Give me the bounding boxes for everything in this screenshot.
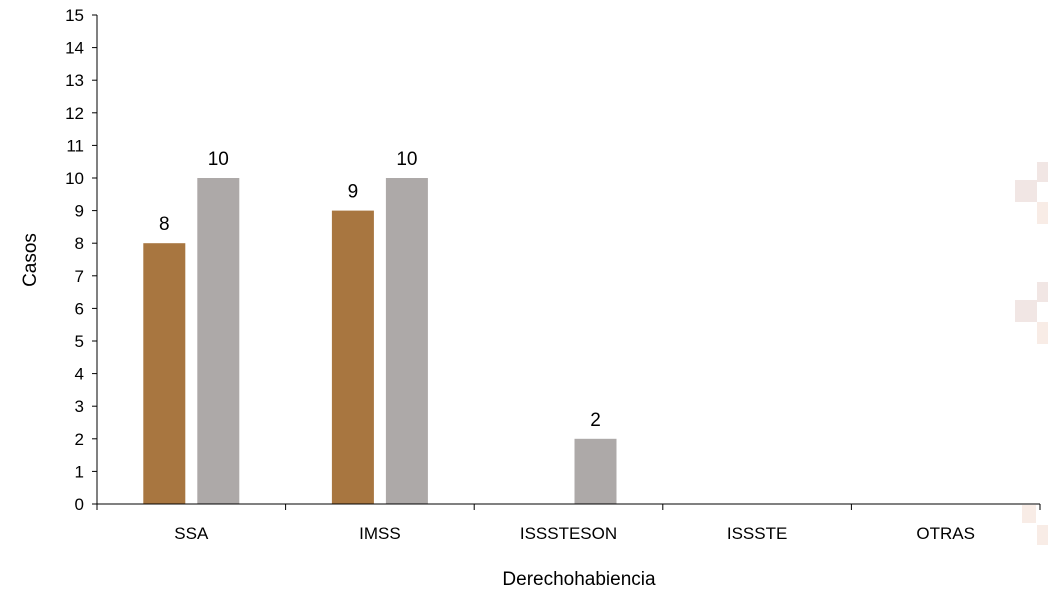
data-label: 8 xyxy=(159,214,170,235)
y-tick-label: 7 xyxy=(75,267,84,286)
y-axis-title: Casos xyxy=(20,233,41,287)
x-tick-label: IMSS xyxy=(359,524,401,543)
y-tick-label: 12 xyxy=(65,104,84,123)
x-axis: SSA IMSS ISSSTESON ISSSTE OTRAS xyxy=(96,503,1041,543)
watermark-square xyxy=(1037,202,1048,224)
y-tick-label: 10 xyxy=(65,169,84,188)
y-tick-label: 2 xyxy=(75,430,84,449)
watermark-square xyxy=(1037,322,1048,344)
bar xyxy=(574,438,617,504)
data-label: 10 xyxy=(396,149,417,170)
x-tick-label: ISSSTE xyxy=(727,524,787,543)
data-labels-group: 8 9 10 10 2 xyxy=(159,149,601,431)
bar xyxy=(197,178,240,504)
y-tick-label: 0 xyxy=(75,495,84,514)
watermark-square xyxy=(1015,180,1037,202)
y-tick-label: 14 xyxy=(65,39,84,58)
watermark-decoration xyxy=(1015,162,1048,545)
y-tick-label: 1 xyxy=(75,462,84,481)
data-label: 9 xyxy=(348,182,359,203)
watermark-square xyxy=(1022,505,1036,523)
y-tick-label: 8 xyxy=(75,234,84,253)
y-tick-label: 6 xyxy=(75,299,84,318)
x-axis-title: Derechohabiencia xyxy=(502,569,656,590)
bar xyxy=(331,210,374,504)
y-tick-label: 11 xyxy=(66,136,84,155)
x-tick-label: SSA xyxy=(174,524,209,543)
bar xyxy=(143,243,186,504)
bars-group xyxy=(143,178,617,504)
watermark-square xyxy=(1037,282,1048,302)
x-tick-label: ISSSTESON xyxy=(520,524,617,543)
y-tick-label: 4 xyxy=(75,365,84,384)
data-label: 10 xyxy=(208,149,229,170)
watermark-square xyxy=(1015,300,1037,322)
data-label: 2 xyxy=(590,410,601,431)
y-tick-label: 3 xyxy=(75,397,84,416)
bar xyxy=(385,178,428,504)
watermark-square xyxy=(1037,525,1048,545)
y-tick-label: 5 xyxy=(75,332,84,351)
y-tick-label: 15 xyxy=(65,6,84,25)
watermark-square xyxy=(1037,162,1048,182)
y-tick-label: 13 xyxy=(65,71,84,90)
y-tick-label: 9 xyxy=(75,202,84,221)
x-tick-label: OTRAS xyxy=(916,524,975,543)
